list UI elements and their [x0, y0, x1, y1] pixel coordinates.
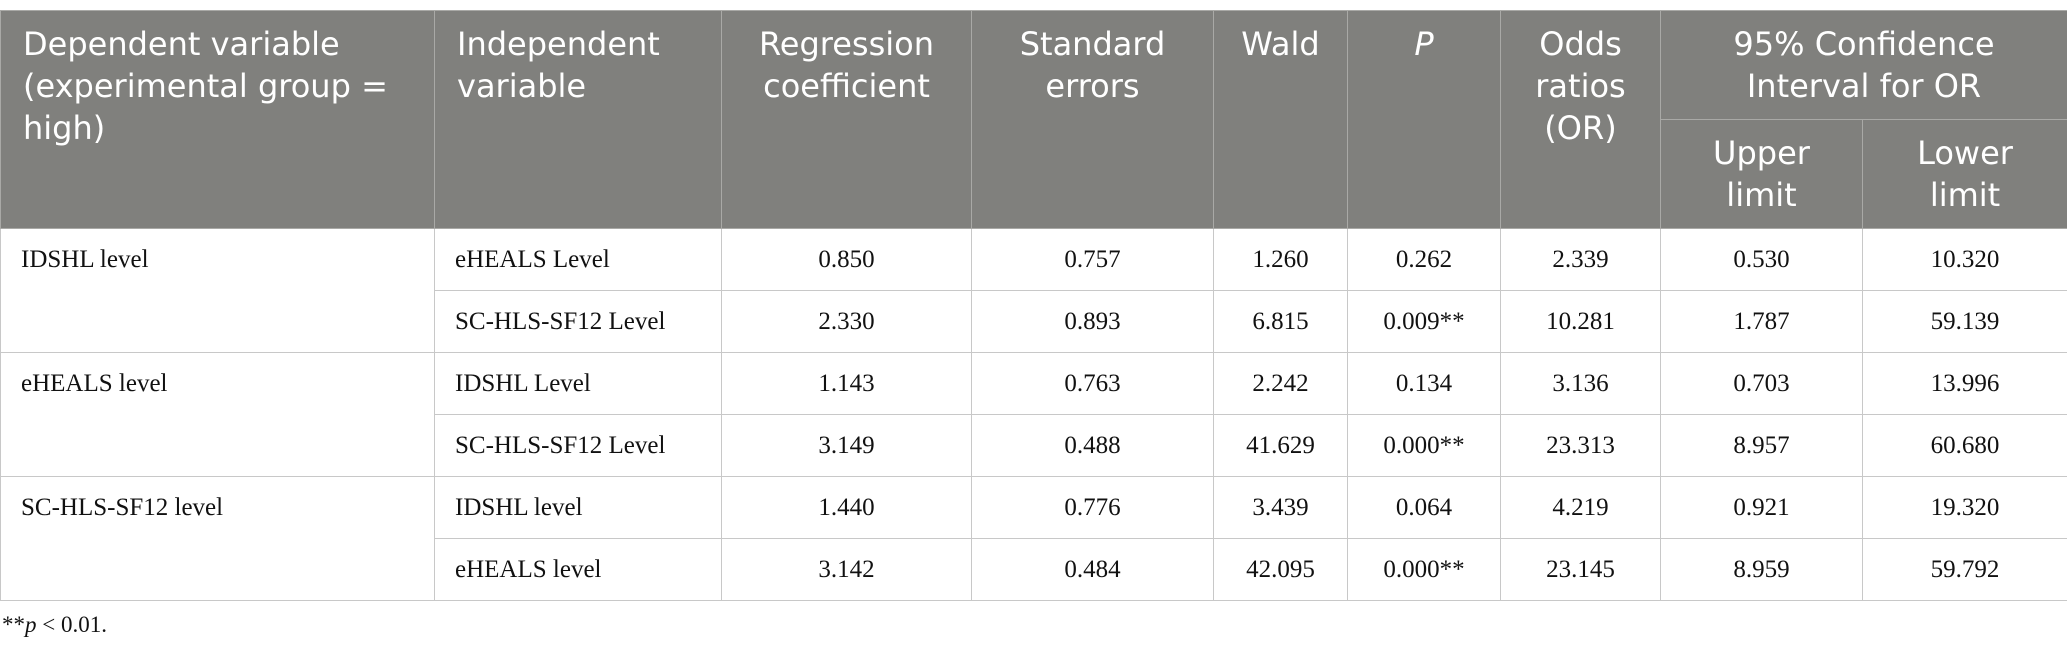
table-header: Dependent variable (experimental group =… [0, 10, 2067, 229]
value-cell: 0.776 [971, 476, 1214, 539]
value-cell: 0.000** [1347, 414, 1501, 477]
header-row: Dependent variable (experimental group =… [0, 10, 2067, 229]
value-cell: 59.792 [1861, 538, 2067, 601]
value-cell: 10.281 [1500, 290, 1661, 353]
value-cell: 23.145 [1500, 538, 1661, 601]
value-cell: 23.313 [1500, 414, 1661, 477]
header-cell: Dependent variable (experimental group =… [0, 10, 435, 229]
value-cell: 10.320 [1861, 228, 2067, 291]
footnote-text: < 0.01. [36, 612, 107, 637]
value-cell: 0.703 [1660, 352, 1863, 415]
independent-cell: SC-HLS-SF12 Level [434, 414, 722, 477]
value-cell: 3.136 [1500, 352, 1661, 415]
dependent-cell: eHEALS level [0, 352, 435, 477]
value-cell: 0.530 [1660, 228, 1863, 291]
value-cell: 8.959 [1660, 538, 1863, 601]
value-cell: 0.009** [1347, 290, 1501, 353]
value-cell: 19.320 [1861, 476, 2067, 539]
value-cell: 42.095 [1213, 538, 1348, 601]
value-cell: 3.142 [721, 538, 972, 601]
footnote: **p < 0.01. [2, 612, 107, 638]
header-cell: Lower limit [1861, 119, 2067, 229]
dependent-cell: SC-HLS-SF12 level [0, 476, 435, 601]
value-cell: 3.439 [1213, 476, 1348, 539]
table-row: SC-HLS-SF12 level IDSHL level 1.440 0.776 3.… [0, 476, 2067, 601]
header-cell: Regression coefficient [721, 10, 972, 229]
value-cell: 41.629 [1213, 414, 1348, 477]
value-cell: 0.850 [721, 228, 972, 291]
header-cell: Wald [1213, 10, 1348, 229]
value-cell: 0.262 [1347, 228, 1501, 291]
table-row: IDSHL level eHEALS Level 0.850 0.757 1.260 0.… [0, 228, 2067, 353]
header-row: Upper limit Lower limit [1, 119, 2067, 229]
value-cell: 2.242 [1213, 352, 1348, 415]
header-text: P [1414, 25, 1434, 63]
value-cell: 59.139 [1861, 290, 2067, 353]
value-cell: 3.149 [721, 414, 972, 477]
footnote-prefix: ** [2, 612, 25, 637]
value-cell: 0.757 [971, 228, 1214, 291]
value-cell: 1.260 [1213, 228, 1348, 291]
value-cell: 0.893 [971, 290, 1214, 353]
dependent-cell: IDSHL level [0, 228, 435, 353]
independent-cell: IDSHL Level [434, 352, 722, 415]
independent-cell: eHEALS level [434, 538, 722, 601]
table-row: eHEALS level 3.142 0.484 42.095 0.000** 23.14… [1, 538, 2067, 601]
value-cell: 0.000** [1347, 538, 1501, 601]
value-cell: 0.921 [1660, 476, 1863, 539]
value-cell: 1.440 [721, 476, 972, 539]
value-cell: 0.064 [1347, 476, 1501, 539]
table-body: IDSHL level eHEALS Level 0.850 0.757 1.260 0.… [0, 228, 2067, 601]
value-cell: 0.488 [971, 414, 1214, 477]
header-cell: P [1347, 10, 1501, 229]
header-cell: 95% Confidence Interval for OR [1659, 10, 2067, 120]
header-cell: Odds ratios (OR) [1500, 10, 1661, 229]
value-cell: 6.815 [1213, 290, 1348, 353]
header-cell: Independent variable [434, 10, 722, 229]
value-cell: 0.134 [1347, 352, 1501, 415]
value-cell: 4.219 [1500, 476, 1661, 539]
value-cell: 13.996 [1861, 352, 2067, 415]
table-row: SC-HLS-SF12 Level 3.149 0.488 41.629 0.000**… [1, 414, 2067, 477]
value-cell: 2.339 [1500, 228, 1661, 291]
value-cell: 2.330 [721, 290, 972, 353]
value-cell: 0.484 [971, 538, 1214, 601]
header-cell: Standard errors [971, 10, 1214, 229]
independent-cell: SC-HLS-SF12 Level [434, 290, 722, 353]
value-cell: 0.763 [971, 352, 1214, 415]
footnote-symbol: p [25, 612, 37, 637]
value-cell: 8.957 [1660, 414, 1863, 477]
value-cell: 1.143 [721, 352, 972, 415]
independent-cell: IDSHL level [434, 476, 722, 539]
regression-table: Dependent variable (experimental group =… [0, 10, 2067, 601]
table-row: SC-HLS-SF12 Level 2.330 0.893 6.815 0.009** 1… [1, 290, 2067, 353]
table-row: eHEALS level IDSHL Level 1.143 0.763 2.242 0.… [0, 352, 2067, 477]
value-cell: 60.680 [1861, 414, 2067, 477]
value-cell: 1.787 [1660, 290, 1863, 353]
header-cell: Upper limit [1660, 119, 1863, 229]
independent-cell: eHEALS Level [434, 228, 722, 291]
